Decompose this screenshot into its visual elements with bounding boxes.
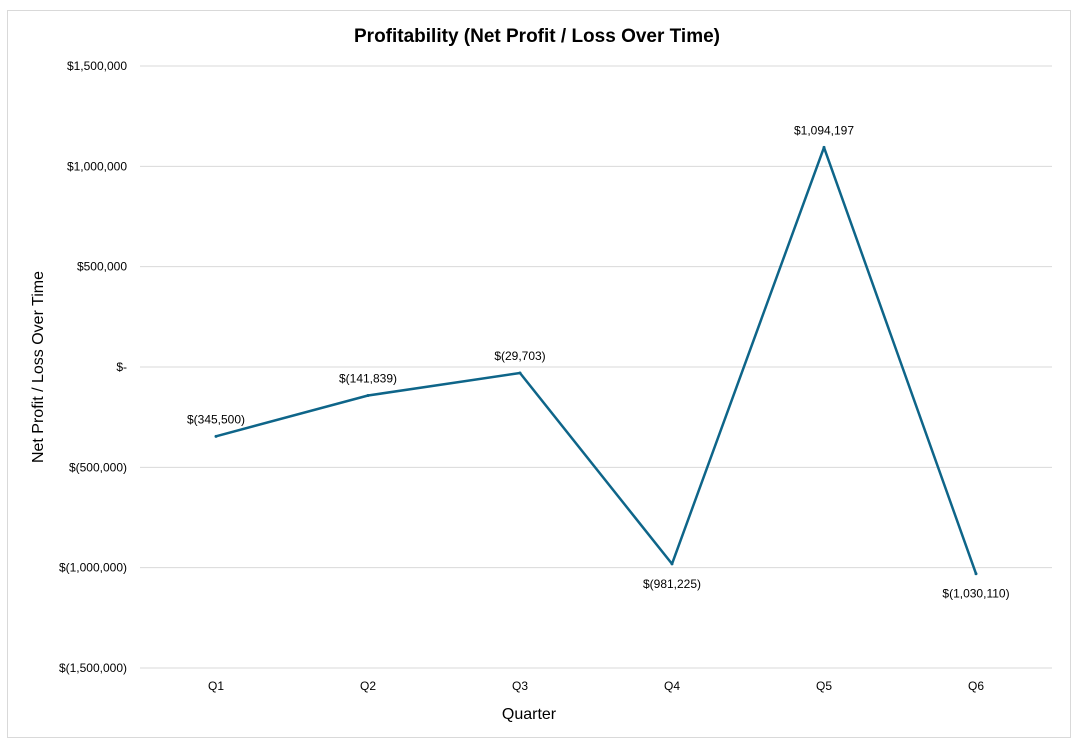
data-point: [214, 434, 218, 438]
data-label: $(29,703): [494, 349, 545, 363]
series-group: [214, 145, 978, 576]
data-point: [366, 393, 370, 397]
x-axis-title: Quarter: [502, 706, 557, 723]
data-point: [974, 572, 978, 576]
data-point: [670, 562, 674, 566]
data-label: $(345,500): [187, 412, 245, 426]
y-tick-label: $(1,500,000): [59, 661, 127, 675]
x-tick-label: Q1: [208, 679, 224, 693]
data-label: $(141,839): [339, 371, 397, 385]
y-tick-label: $(1,000,000): [59, 561, 127, 575]
y-tick-label: $-: [116, 360, 127, 374]
x-axis-tick-labels: Q1 Q2 Q3 Q4 Q5 Q6: [208, 679, 984, 693]
chart-frame: [7, 10, 1071, 738]
x-tick-label: Q3: [512, 679, 528, 693]
y-tick-label: $1,500,000: [67, 59, 127, 73]
y-axis-title: Net Profit / Loss Over Time: [30, 271, 47, 463]
data-label: $1,094,197: [794, 123, 854, 137]
data-label: $(981,225): [643, 577, 701, 591]
chart-title: Profitability (Net Profit / Loss Over Ti…: [354, 26, 720, 47]
x-tick-label: Q5: [816, 679, 832, 693]
series-line: [215, 146, 978, 575]
x-tick-label: Q6: [968, 679, 984, 693]
x-tick-label: Q2: [360, 679, 376, 693]
y-tick-label: $(500,000): [69, 460, 127, 474]
data-labels: $(345,500) $(141,839) $(29,703) $(981,225) $…: [187, 123, 1010, 600]
x-tick-label: Q4: [664, 679, 680, 693]
data-point: [822, 145, 826, 149]
y-tick-label: $1,000,000: [67, 159, 127, 173]
gridlines: [140, 65, 1052, 669]
y-axis-tick-labels: $1,500,000 $1,000,000 $500,000 $- $(500,000)…: [59, 59, 127, 675]
data-point: [518, 371, 522, 375]
y-tick-label: $500,000: [77, 260, 127, 274]
data-label: $(1,030,110): [942, 587, 1009, 601]
